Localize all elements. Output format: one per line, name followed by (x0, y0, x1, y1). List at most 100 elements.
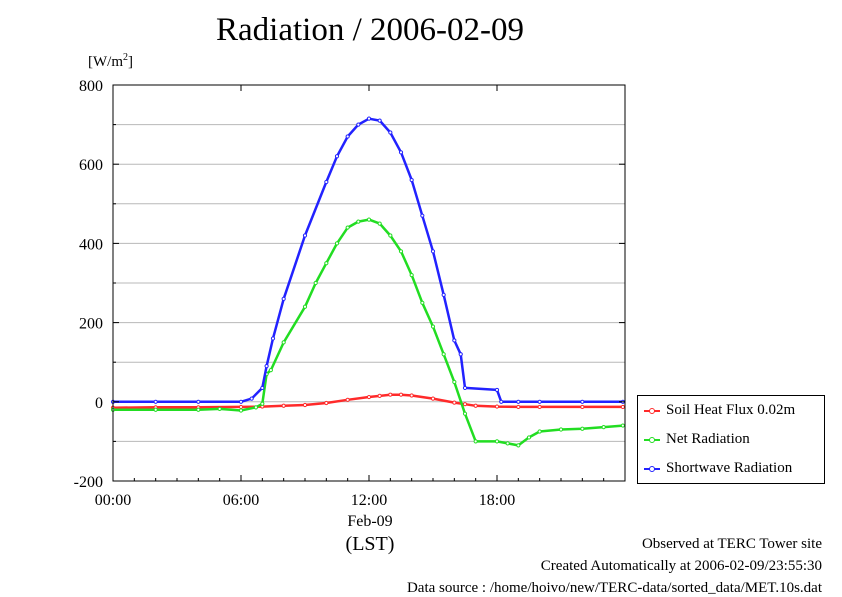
data-point (516, 404, 521, 410)
data-point (494, 404, 500, 409)
series-layer (110, 116, 625, 448)
data-point (601, 425, 606, 430)
y-axis-unit-label: [W/m2] (88, 52, 133, 71)
data-point (388, 233, 393, 238)
data-point (499, 399, 504, 404)
y-tick-label: 600 (79, 157, 103, 174)
data-point (281, 296, 286, 301)
legend-swatch-soil-heat-flux (644, 407, 660, 414)
data-point (620, 423, 625, 428)
data-point (452, 338, 457, 343)
data-point (238, 408, 244, 413)
data-point (580, 399, 585, 404)
data-point (377, 393, 382, 398)
data-point (558, 427, 564, 432)
data-point (388, 392, 393, 397)
data-point (366, 217, 372, 222)
footer-observed-at: Observed at TERC Tower site (641, 536, 822, 552)
data-point (537, 399, 542, 404)
data-point (153, 399, 158, 404)
x-date-label: Feb-09 (347, 513, 393, 530)
data-point (409, 272, 414, 278)
data-point (420, 300, 425, 305)
data-point (356, 219, 361, 224)
data-point (217, 406, 222, 412)
data-point (526, 435, 532, 440)
axis-layer: -200 0 200 400 600 800 00:00 06:00 12:00 18:00 (74, 78, 625, 509)
data-point (324, 400, 329, 406)
data-point (458, 352, 463, 357)
data-point (345, 225, 350, 230)
x-axis-label: (LST) (345, 533, 395, 555)
x-tick-label: 12:00 (351, 492, 387, 509)
data-point (377, 221, 382, 226)
data-point (324, 261, 329, 266)
data-point (398, 150, 404, 155)
data-point (580, 426, 585, 431)
unit-label-exponent: 2 (123, 52, 128, 63)
x-tick-label: 18:00 (479, 492, 515, 509)
chart-title: Radiation / 2006-02-09 (216, 12, 524, 48)
data-point (268, 368, 273, 373)
data-point (238, 404, 244, 410)
legend-label-net-radiation: Net Radiation (666, 431, 750, 447)
series-line-net-radiation (113, 218, 623, 447)
data-point (494, 439, 500, 444)
unit-label-text: [W/m (88, 54, 123, 70)
chart-legend: Soil Heat Flux 0.02m Net Radiation Short… (637, 395, 825, 484)
y-tick-label: 400 (79, 236, 103, 253)
legend-label-soil-heat-flux: Soil Heat Flux 0.02m (666, 402, 796, 418)
footer-created-at: Created Automatically at 2006-02-09/23:5… (540, 558, 822, 574)
data-point (345, 397, 350, 402)
data-point (473, 403, 478, 408)
legend-swatch-net-radiation (644, 436, 660, 443)
legend-item-shortwave-radiation: Shortwave Radiation (638, 454, 824, 483)
data-point (260, 401, 265, 406)
data-point (516, 399, 521, 404)
data-point (388, 130, 393, 135)
legend-item-net-radiation: Net Radiation (638, 425, 824, 454)
data-point (580, 404, 585, 410)
data-point (430, 324, 436, 329)
y-tick-label: 200 (79, 316, 103, 333)
unit-label-close: ] (128, 54, 133, 70)
data-point (537, 404, 542, 410)
data-point (238, 399, 244, 404)
data-point (462, 411, 468, 416)
data-point (302, 402, 308, 408)
data-point (377, 118, 382, 123)
x-tick-label: 00:00 (95, 492, 131, 509)
legend-item-soil-heat-flux: Soil Heat Flux 0.02m (638, 396, 824, 425)
data-point (196, 399, 201, 404)
data-point (462, 385, 468, 391)
data-point (516, 443, 521, 448)
data-point (264, 364, 269, 369)
data-point (398, 249, 404, 254)
data-point (270, 336, 276, 341)
data-point (281, 340, 286, 345)
data-point (430, 396, 436, 401)
data-point (409, 393, 414, 398)
y-tick-label: 800 (79, 78, 103, 95)
data-point (313, 280, 318, 286)
data-point (366, 116, 372, 121)
data-point (356, 122, 361, 127)
data-point (281, 403, 286, 408)
data-point (302, 304, 308, 309)
series-line-shortwave-radiation (113, 117, 623, 404)
footer-data-source: Data source : /home/hoivo/new/TERC-data/… (406, 580, 822, 596)
data-point (253, 405, 259, 410)
data-point (473, 439, 478, 444)
data-point (420, 213, 425, 218)
data-point (302, 233, 308, 238)
data-point (345, 134, 350, 139)
data-point (334, 241, 340, 246)
data-point (260, 385, 265, 391)
data-point (366, 394, 372, 400)
y-tick-label: -200 (74, 474, 103, 491)
data-point (409, 177, 414, 183)
data-point (620, 404, 625, 410)
data-point (249, 396, 254, 401)
data-point (505, 441, 510, 446)
